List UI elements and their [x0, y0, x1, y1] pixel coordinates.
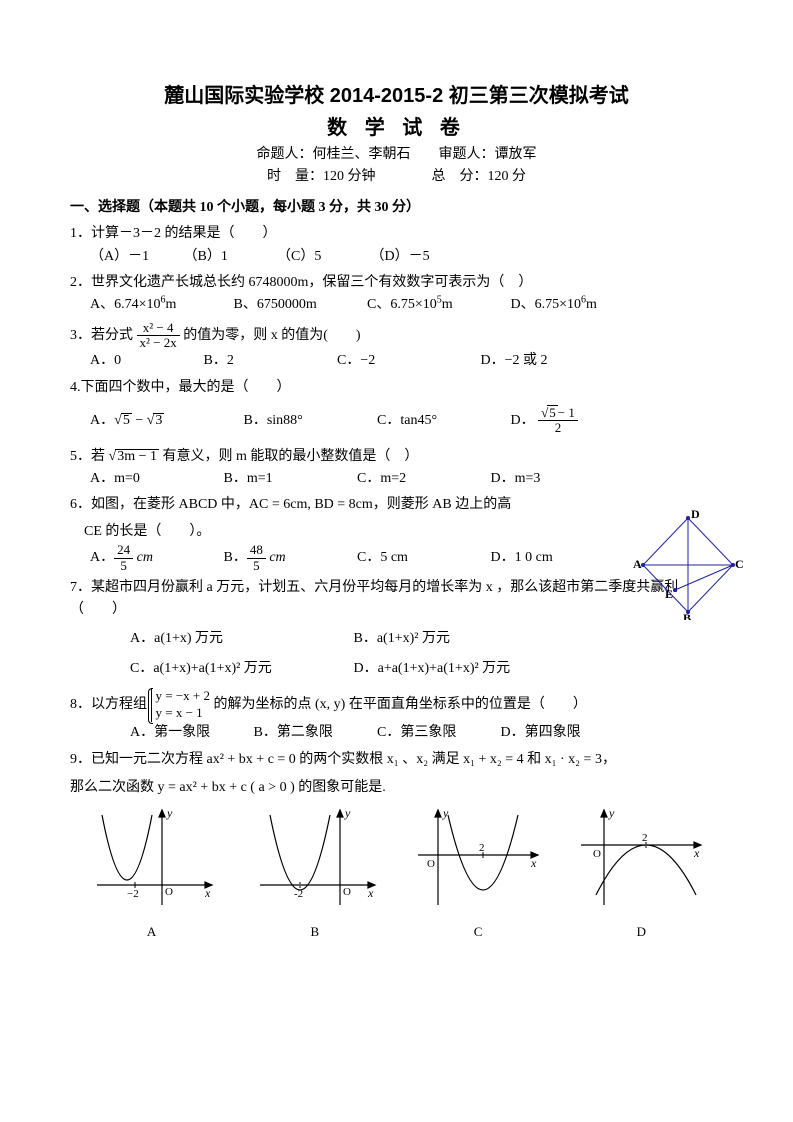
q3-opt-c: C．−2 — [337, 350, 477, 372]
svg-text:-2: -2 — [294, 888, 303, 900]
q8-opt-d: D．第四象限 — [501, 722, 581, 744]
graph-b: O y x -2 B — [250, 805, 380, 943]
svg-text:x: x — [693, 846, 700, 860]
graph-a: O y x −2 A — [87, 805, 217, 943]
svg-text:x: x — [530, 856, 537, 870]
q2-opt-a: A、6.74×106 m — [90, 294, 230, 316]
q7-opt-c: C．a(1+x)+a(1+x)² 万元 — [130, 658, 350, 680]
q5-options: A．m=0 B．m=1 C．m=2 D．m=3 — [90, 468, 723, 490]
question-6: 6．如图，在菱形 ABCD 中，AC = 6cm, BD = 8cm，则菱形 A… — [70, 494, 723, 516]
q5-opt-d: D．m=3 — [491, 468, 541, 490]
q1-opt-b: （B）1 — [184, 246, 274, 268]
exam-title: 麓山国际实验学校 2014-2015-2 初三第三次模拟考试 — [70, 80, 723, 112]
question-4: 4.下面四个数中，最大的是（ ） — [70, 377, 723, 399]
q6-opt-a: A．245 cm — [90, 543, 220, 573]
svg-text:O: O — [427, 858, 435, 870]
q2-opt-b: B、6750000m — [234, 294, 364, 316]
q4-opt-b: B．sin88° — [244, 410, 374, 432]
svg-text:−2: −2 — [127, 888, 139, 900]
q7-opt-d: D．a+a(1+x)+a(1+x)² 万元 — [354, 658, 511, 680]
q4-options: A．5 − 3 B．sin88° C．tan45° D． 5 − 1 2 — [90, 405, 723, 436]
svg-text:D: D — [691, 510, 700, 521]
q3-opt-d: D．−2 或 2 — [481, 350, 548, 372]
q5-opt-a: A．m=0 — [90, 468, 220, 490]
graph-c: O y x 2 C — [413, 805, 543, 943]
q6-opt-b: B．485 cm — [224, 543, 354, 573]
q1-options: （A）－1 （B）1 （C）5 （D）－5 — [90, 246, 723, 268]
q7-opt-b: B．a(1+x)² 万元 — [354, 628, 450, 650]
q1-opt-a: （A）－1 — [90, 246, 180, 268]
q4-opt-d: D． 5 − 1 2 — [511, 405, 578, 436]
svg-text:y: y — [608, 806, 615, 820]
q9-graphs: O y x −2 A O y x -2 B O — [70, 805, 723, 943]
question-5: 5．若 3m − 1 有意义，则 m 能取的最小整数值是（ ） — [70, 446, 723, 468]
q2-opt-c: C、6.75×105 m — [367, 294, 507, 316]
question-2: 2．世界文化遗产长城总长约 6748000m，保留三个有效数字可表示为（ ） — [70, 272, 723, 294]
svg-text:O: O — [593, 848, 601, 860]
q6-options: A．245 cm B．485 cm C．5 cm D．1 0 cm — [90, 543, 723, 573]
rhombus-figure: D C B A E — [633, 510, 743, 620]
q3-opt-b: B．2 — [204, 350, 334, 372]
q8-opt-a: A．第一象限 — [130, 722, 250, 744]
svg-text:x: x — [367, 886, 374, 900]
q7-opt-a: A．a(1+x) 万元 — [130, 628, 350, 650]
q7-options-row2: C．a(1+x)+a(1+x)² 万元 D．a+a(1+x)+a(1+x)² 万… — [130, 658, 723, 680]
q8-opt-b: B．第二象限 — [254, 722, 374, 744]
q4-opt-a: A．5 − 3 — [90, 410, 240, 432]
section-1-heading: 一、选择题（本题共 10 个小题，每小题 3 分，共 30 分） — [70, 197, 723, 219]
svg-text:x: x — [204, 886, 211, 900]
q1-opt-c: （C）5 — [277, 246, 367, 268]
q8-opt-c: C．第三象限 — [377, 722, 497, 744]
q3-opt-a: A．0 — [90, 350, 200, 372]
svg-text:B: B — [683, 611, 691, 620]
q1-opt-d: （D）－5 — [371, 246, 461, 268]
q4-opt-c: C．tan45° — [377, 410, 507, 432]
svg-text:C: C — [735, 557, 743, 571]
graph-d: O y x 2 D — [576, 805, 706, 943]
exam-subtitle: 数 学 试 卷 — [70, 112, 723, 144]
authors-line: 命题人：何桂兰、李朝石 审题人：谭放军 — [70, 144, 723, 166]
q6-opt-c: C．5 cm — [357, 547, 487, 569]
question-9-line2: 那么二次函数 y = ax² + bx + c ( a > 0 ) 的图象可能是… — [70, 777, 723, 799]
question-3: 3．若分式 x² − 4 x² − 2x 的值为零，则 x 的值为( ) — [70, 321, 723, 351]
q3-fraction: x² − 4 x² − 2x — [137, 321, 180, 351]
q8-options: A．第一象限 B．第二象限 C．第三象限 D．第四象限 — [130, 722, 723, 744]
svg-text:2: 2 — [479, 842, 485, 854]
question-7: 7．某超市四月份赢利 a 万元，计划五、六月份平均每月的增长率为 x ，那么该超… — [70, 577, 723, 622]
svg-text:O: O — [165, 886, 173, 898]
q5-opt-c: C．m=2 — [357, 468, 487, 490]
question-6b: CE 的长是（ ）。 — [84, 521, 723, 543]
question-1: 1．计算－3－2 的结果是（ ） — [70, 223, 723, 245]
q2-opt-d: D、6.75×106 m — [511, 294, 641, 316]
q3-options: A．0 B．2 C．−2 D．−2 或 2 — [90, 350, 723, 372]
equation-system: y = −x + 2y = x − 1 — [151, 688, 211, 722]
svg-text:E: E — [665, 587, 673, 601]
svg-text:y: y — [166, 806, 173, 820]
svg-text:y: y — [344, 806, 351, 820]
q6-opt-d: D．1 0 cm — [491, 547, 553, 569]
question-8: 8．以方程组 y = −x + 2y = x − 1 的解为坐标的点 (x, y… — [70, 688, 723, 722]
svg-text:y: y — [442, 806, 449, 820]
svg-text:O: O — [343, 886, 351, 898]
q5-opt-b: B．m=1 — [224, 468, 354, 490]
q2-options: A、6.74×106 m B、6750000m C、6.75×105 m D、6… — [90, 294, 723, 316]
svg-text:2: 2 — [642, 832, 648, 844]
svg-text:A: A — [633, 557, 642, 571]
q7-options-row1: A．a(1+x) 万元 B．a(1+x)² 万元 — [130, 628, 723, 650]
time-line: 时 量：120 分钟 总 分：120 分 — [70, 166, 723, 188]
question-9-line1: 9．已知一元二次方程 ax² + bx + c = 0 的两个实数根 x₁ 、x… — [70, 749, 723, 771]
